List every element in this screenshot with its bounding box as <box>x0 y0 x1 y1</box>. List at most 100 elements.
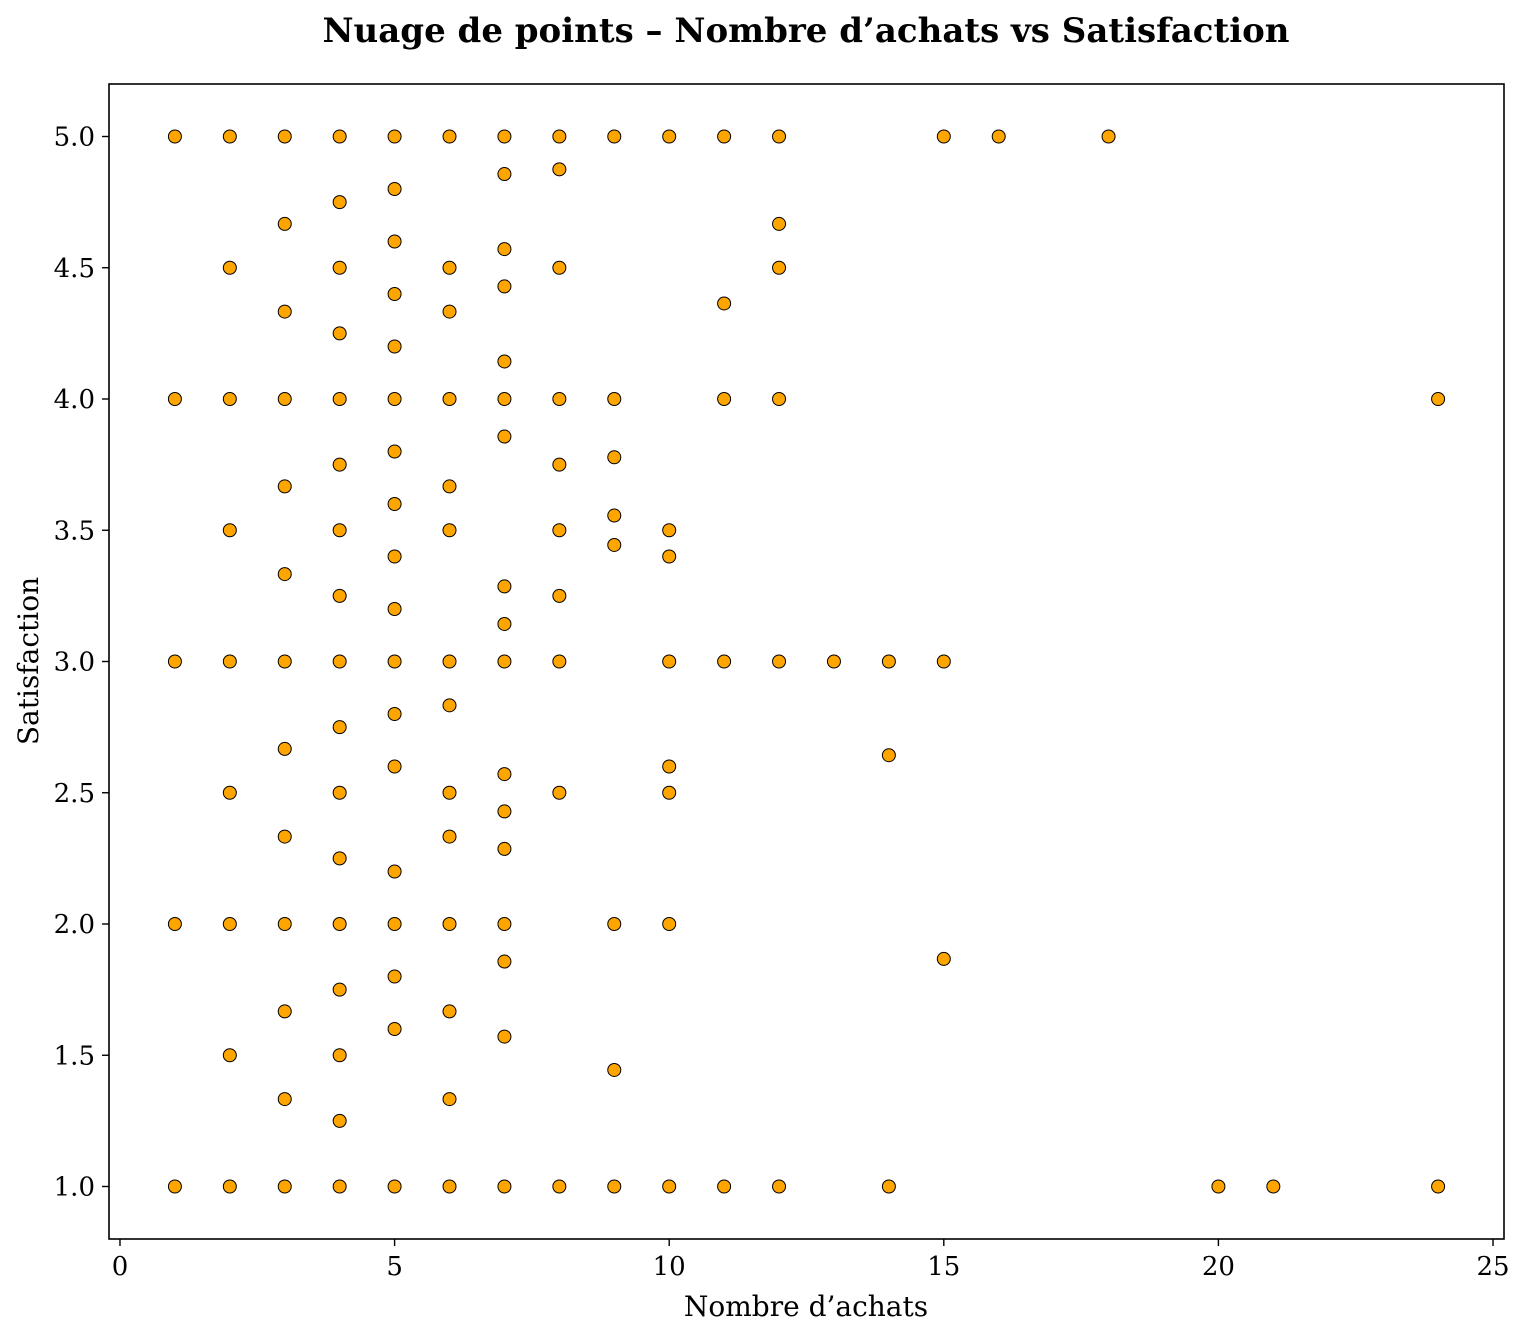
scatter-point <box>277 917 292 931</box>
x-tick-label: 5 <box>386 1252 403 1282</box>
scatter-point <box>497 841 512 856</box>
scatter-point <box>662 917 677 931</box>
scatter-point <box>936 129 951 144</box>
scatter-point <box>442 523 457 538</box>
scatter-point <box>552 1179 567 1194</box>
scatter-point <box>277 216 292 231</box>
scatter-point <box>332 129 347 144</box>
scatter-point <box>497 392 512 406</box>
scatter-point <box>442 304 457 319</box>
scatter-point <box>607 1062 622 1077</box>
scatter-point <box>772 129 787 144</box>
x-tick-label: 10 <box>653 1252 686 1282</box>
scatter-point <box>1101 129 1116 144</box>
scatter-point <box>1431 392 1446 406</box>
scatter-point <box>497 579 512 594</box>
scatter-point <box>936 654 951 669</box>
scatter-point <box>826 654 841 669</box>
scatter-point <box>332 982 347 997</box>
scatter-point <box>497 354 512 369</box>
scatter-point <box>387 864 402 879</box>
scatter-point <box>387 234 402 249</box>
scatter-point <box>222 917 237 931</box>
y-axis-label: Satisfaction <box>12 577 45 745</box>
x-axis-label: Nombre d’achats <box>684 1290 928 1323</box>
scatter-point <box>442 1179 457 1194</box>
scatter-point <box>167 1179 182 1194</box>
scatter-point <box>662 654 677 669</box>
x-tick-label: 20 <box>1202 1252 1235 1282</box>
scatter-point <box>607 508 622 523</box>
scatter-point <box>332 654 347 669</box>
scatter-point <box>332 457 347 472</box>
scatter-point <box>222 1179 237 1194</box>
scatter-point <box>662 129 677 144</box>
scatter-point <box>387 759 402 774</box>
y-tick-label: 3.0 <box>54 648 95 678</box>
scatter-point <box>277 829 292 844</box>
scatter-point <box>497 804 512 819</box>
scatter-point <box>387 287 402 301</box>
scatter-point <box>662 549 677 564</box>
scatter-point <box>717 296 732 311</box>
scatter-point <box>167 129 182 144</box>
scatter-point <box>552 654 567 669</box>
scatter-point <box>387 969 402 984</box>
scatter-point <box>167 654 182 669</box>
scatter-point <box>442 698 457 713</box>
y-tick-label: 1.0 <box>54 1173 95 1203</box>
scatter-point <box>991 129 1006 144</box>
y-tick-label: 4.5 <box>54 254 95 284</box>
scatter-point <box>607 392 622 406</box>
scatter-point <box>497 767 512 782</box>
scatter-point <box>497 279 512 294</box>
y-tick-label: 2.0 <box>54 910 95 940</box>
scatter-point <box>442 129 457 144</box>
scatter-point <box>552 457 567 472</box>
scatter-point <box>222 260 237 275</box>
scatter-point <box>772 654 787 669</box>
scatter-point <box>277 567 292 582</box>
y-tick-label: 2.5 <box>54 779 95 809</box>
scatter-point <box>332 523 347 538</box>
scatter-point <box>442 260 457 275</box>
scatter-point <box>881 748 896 763</box>
scatter-point <box>387 339 402 354</box>
scatter-point <box>387 497 402 511</box>
scatter-point <box>442 1092 457 1107</box>
scatter-point <box>277 479 292 494</box>
scatter-point <box>332 588 347 603</box>
scatter-point <box>222 785 237 800</box>
scatter-point <box>772 216 787 231</box>
scatter-point <box>497 167 512 182</box>
scatter-point <box>552 588 567 603</box>
scatter-point <box>717 129 732 144</box>
y-tick-label: 5.0 <box>54 123 95 153</box>
scatter-point <box>497 917 512 931</box>
scatter-point <box>607 450 622 465</box>
scatter-point <box>387 707 402 721</box>
scatter-point <box>497 1029 512 1044</box>
scatter-point <box>277 654 292 669</box>
scatter-point <box>277 741 292 756</box>
scatter-point <box>662 785 677 800</box>
scatter-point <box>497 242 512 257</box>
scatter-point <box>387 1022 402 1036</box>
scatter-point <box>552 523 567 538</box>
scatter-point <box>497 129 512 144</box>
scatter-point <box>607 1179 622 1194</box>
scatter-point <box>277 1004 292 1019</box>
scatter-point <box>717 392 732 406</box>
scatter-point <box>552 260 567 275</box>
scatter-point <box>332 260 347 275</box>
scatter-point <box>442 1004 457 1019</box>
scatter-point <box>387 392 402 406</box>
scatter-point <box>552 785 567 800</box>
scatter-point <box>662 759 677 774</box>
scatter-point <box>442 917 457 931</box>
scatter-point <box>497 429 512 444</box>
scatter-point <box>332 1113 347 1128</box>
scatter-point <box>552 162 567 177</box>
scatter-point <box>497 616 512 631</box>
